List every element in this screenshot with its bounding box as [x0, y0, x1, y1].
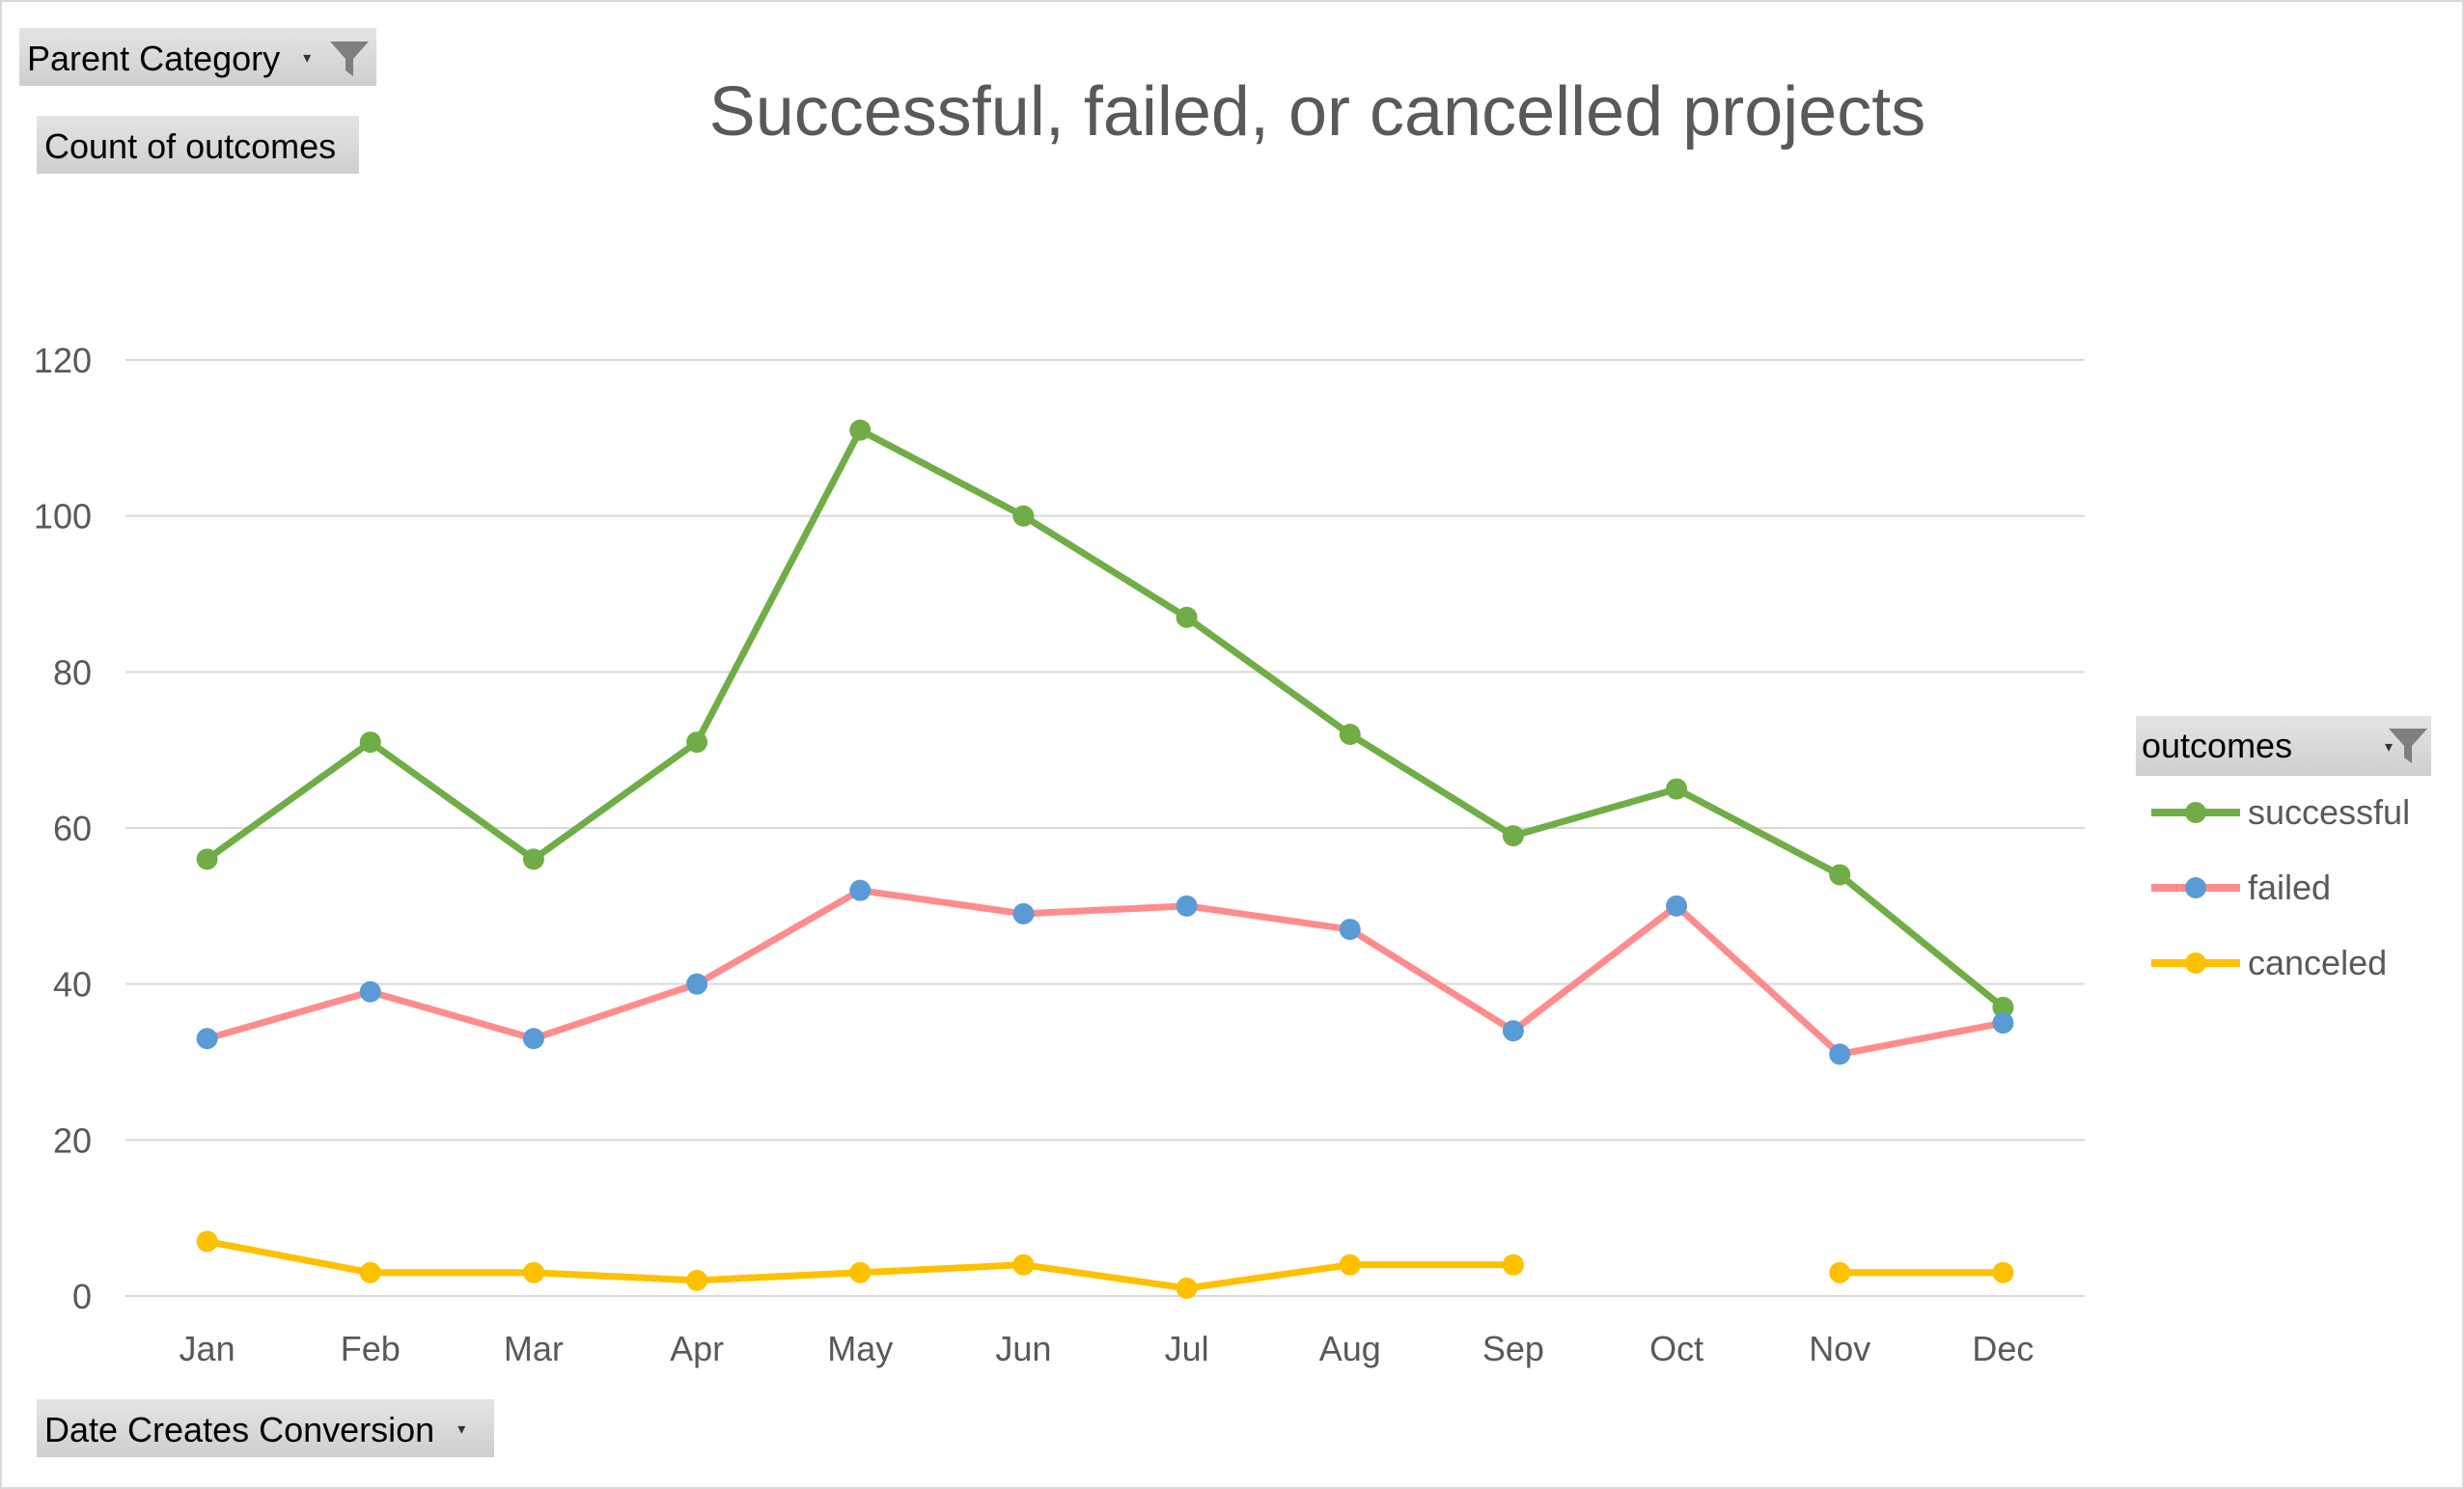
x-tick-label: Jun: [995, 1329, 1051, 1368]
x-tick-label: Apr: [670, 1329, 724, 1368]
legend-line-successful-icon: [2151, 802, 2240, 823]
legend-line-canceled-icon: [2151, 952, 2240, 974]
x-tick-label: Oct: [1649, 1329, 1703, 1368]
legend-label-successful: successful: [2248, 792, 2411, 832]
count-of-outcomes-label: Count of outcomes: [44, 126, 337, 167]
data-point-canceled: [1502, 1254, 1524, 1276]
y-tick-label: 40: [53, 965, 92, 1005]
data-point-failed: [686, 973, 708, 995]
data-point-successful: [1176, 606, 1198, 628]
date-creates-conversion-filter-button[interactable]: Date Creates Conversion ▾: [37, 1399, 494, 1457]
data-point-successful: [1666, 778, 1688, 800]
data-point-canceled: [1992, 1261, 2014, 1283]
x-tick-label: Jan: [180, 1329, 235, 1368]
x-tick-label: Dec: [1972, 1329, 2034, 1368]
date-creates-conversion-label: Date Creates Conversion: [44, 1410, 435, 1450]
x-tick-label: Aug: [1319, 1329, 1381, 1368]
series-line-failed: [204, 887, 2007, 1058]
outcomes-label: outcomes: [2142, 726, 2293, 765]
data-point-failed: [1992, 1012, 2014, 1034]
data-point-failed: [1666, 895, 1688, 917]
filter-funnel-icon: [330, 41, 370, 77]
y-tick-label: 20: [53, 1120, 92, 1160]
chart-title: Successful, failed, or cancelled project…: [708, 73, 1926, 151]
series-canceled: [196, 1230, 2014, 1299]
dropdown-arrow-icon: ▾: [2385, 739, 2394, 756]
data-point-successful: [1502, 825, 1524, 847]
y-tick-label: 100: [34, 497, 92, 537]
x-tick-label: May: [827, 1329, 893, 1368]
parent-category-filter-button[interactable]: Parent Category ▾: [19, 28, 376, 86]
series-successful: [196, 419, 2014, 1018]
data-point-failed: [1176, 895, 1198, 917]
data-point-successful: [522, 848, 544, 870]
data-point-canceled: [686, 1269, 708, 1291]
data-point-successful: [686, 731, 708, 754]
filter-funnel-icon: [2389, 729, 2427, 763]
data-point-successful: [1992, 996, 2014, 1018]
count-of-outcomes-field-button[interactable]: Count of outcomes: [37, 116, 359, 174]
data-point-successful: [1829, 864, 1851, 886]
data-point-successful: [196, 848, 218, 870]
outcomes-legend-filter-button[interactable]: outcomes ▾: [2136, 716, 2431, 776]
y-tick-label: 60: [53, 809, 92, 848]
data-point-canceled: [1012, 1254, 1035, 1276]
data-point-successful: [359, 731, 381, 754]
data-point-failed: [522, 1028, 544, 1050]
data-point-failed: [196, 1028, 218, 1050]
series-failed: [196, 879, 2014, 1065]
data-point-failed: [359, 980, 381, 1003]
dropdown-arrow-icon: ▾: [303, 50, 312, 68]
x-tick-label: Feb: [341, 1329, 401, 1368]
legend-label-canceled: canceled: [2248, 943, 2388, 982]
data-point-successful: [1012, 505, 1035, 527]
data-point-failed: [1339, 919, 1361, 941]
x-tick-label: Jul: [1165, 1329, 1209, 1368]
data-point-successful: [1339, 724, 1361, 745]
data-point-canceled: [1176, 1277, 1198, 1299]
data-point-canceled: [522, 1261, 544, 1283]
y-tick-label: 0: [72, 1277, 92, 1316]
data-point-canceled: [196, 1230, 218, 1253]
x-tick-label: Sep: [1482, 1329, 1544, 1368]
data-point-canceled: [849, 1261, 872, 1283]
legend-label-failed: failed: [2248, 868, 2332, 907]
data-point-successful: [849, 419, 872, 441]
y-tick-label: 80: [53, 652, 92, 692]
x-tick-label: Mar: [504, 1329, 564, 1368]
parent-category-label: Parent Category: [27, 39, 281, 79]
dropdown-arrow-icon: ▾: [457, 1421, 466, 1439]
data-point-failed: [849, 879, 872, 901]
data-point-canceled: [359, 1261, 381, 1283]
data-point-canceled: [1829, 1261, 1851, 1283]
x-tick-label: Nov: [1809, 1329, 1870, 1368]
y-tick-label: 120: [34, 341, 92, 380]
series-line-successful: [204, 427, 2007, 1011]
legend-line-failed-icon: [2151, 877, 2240, 898]
data-point-failed: [1012, 902, 1035, 924]
data-point-canceled: [1339, 1254, 1361, 1276]
data-point-failed: [1502, 1020, 1524, 1042]
data-point-failed: [1829, 1043, 1851, 1065]
